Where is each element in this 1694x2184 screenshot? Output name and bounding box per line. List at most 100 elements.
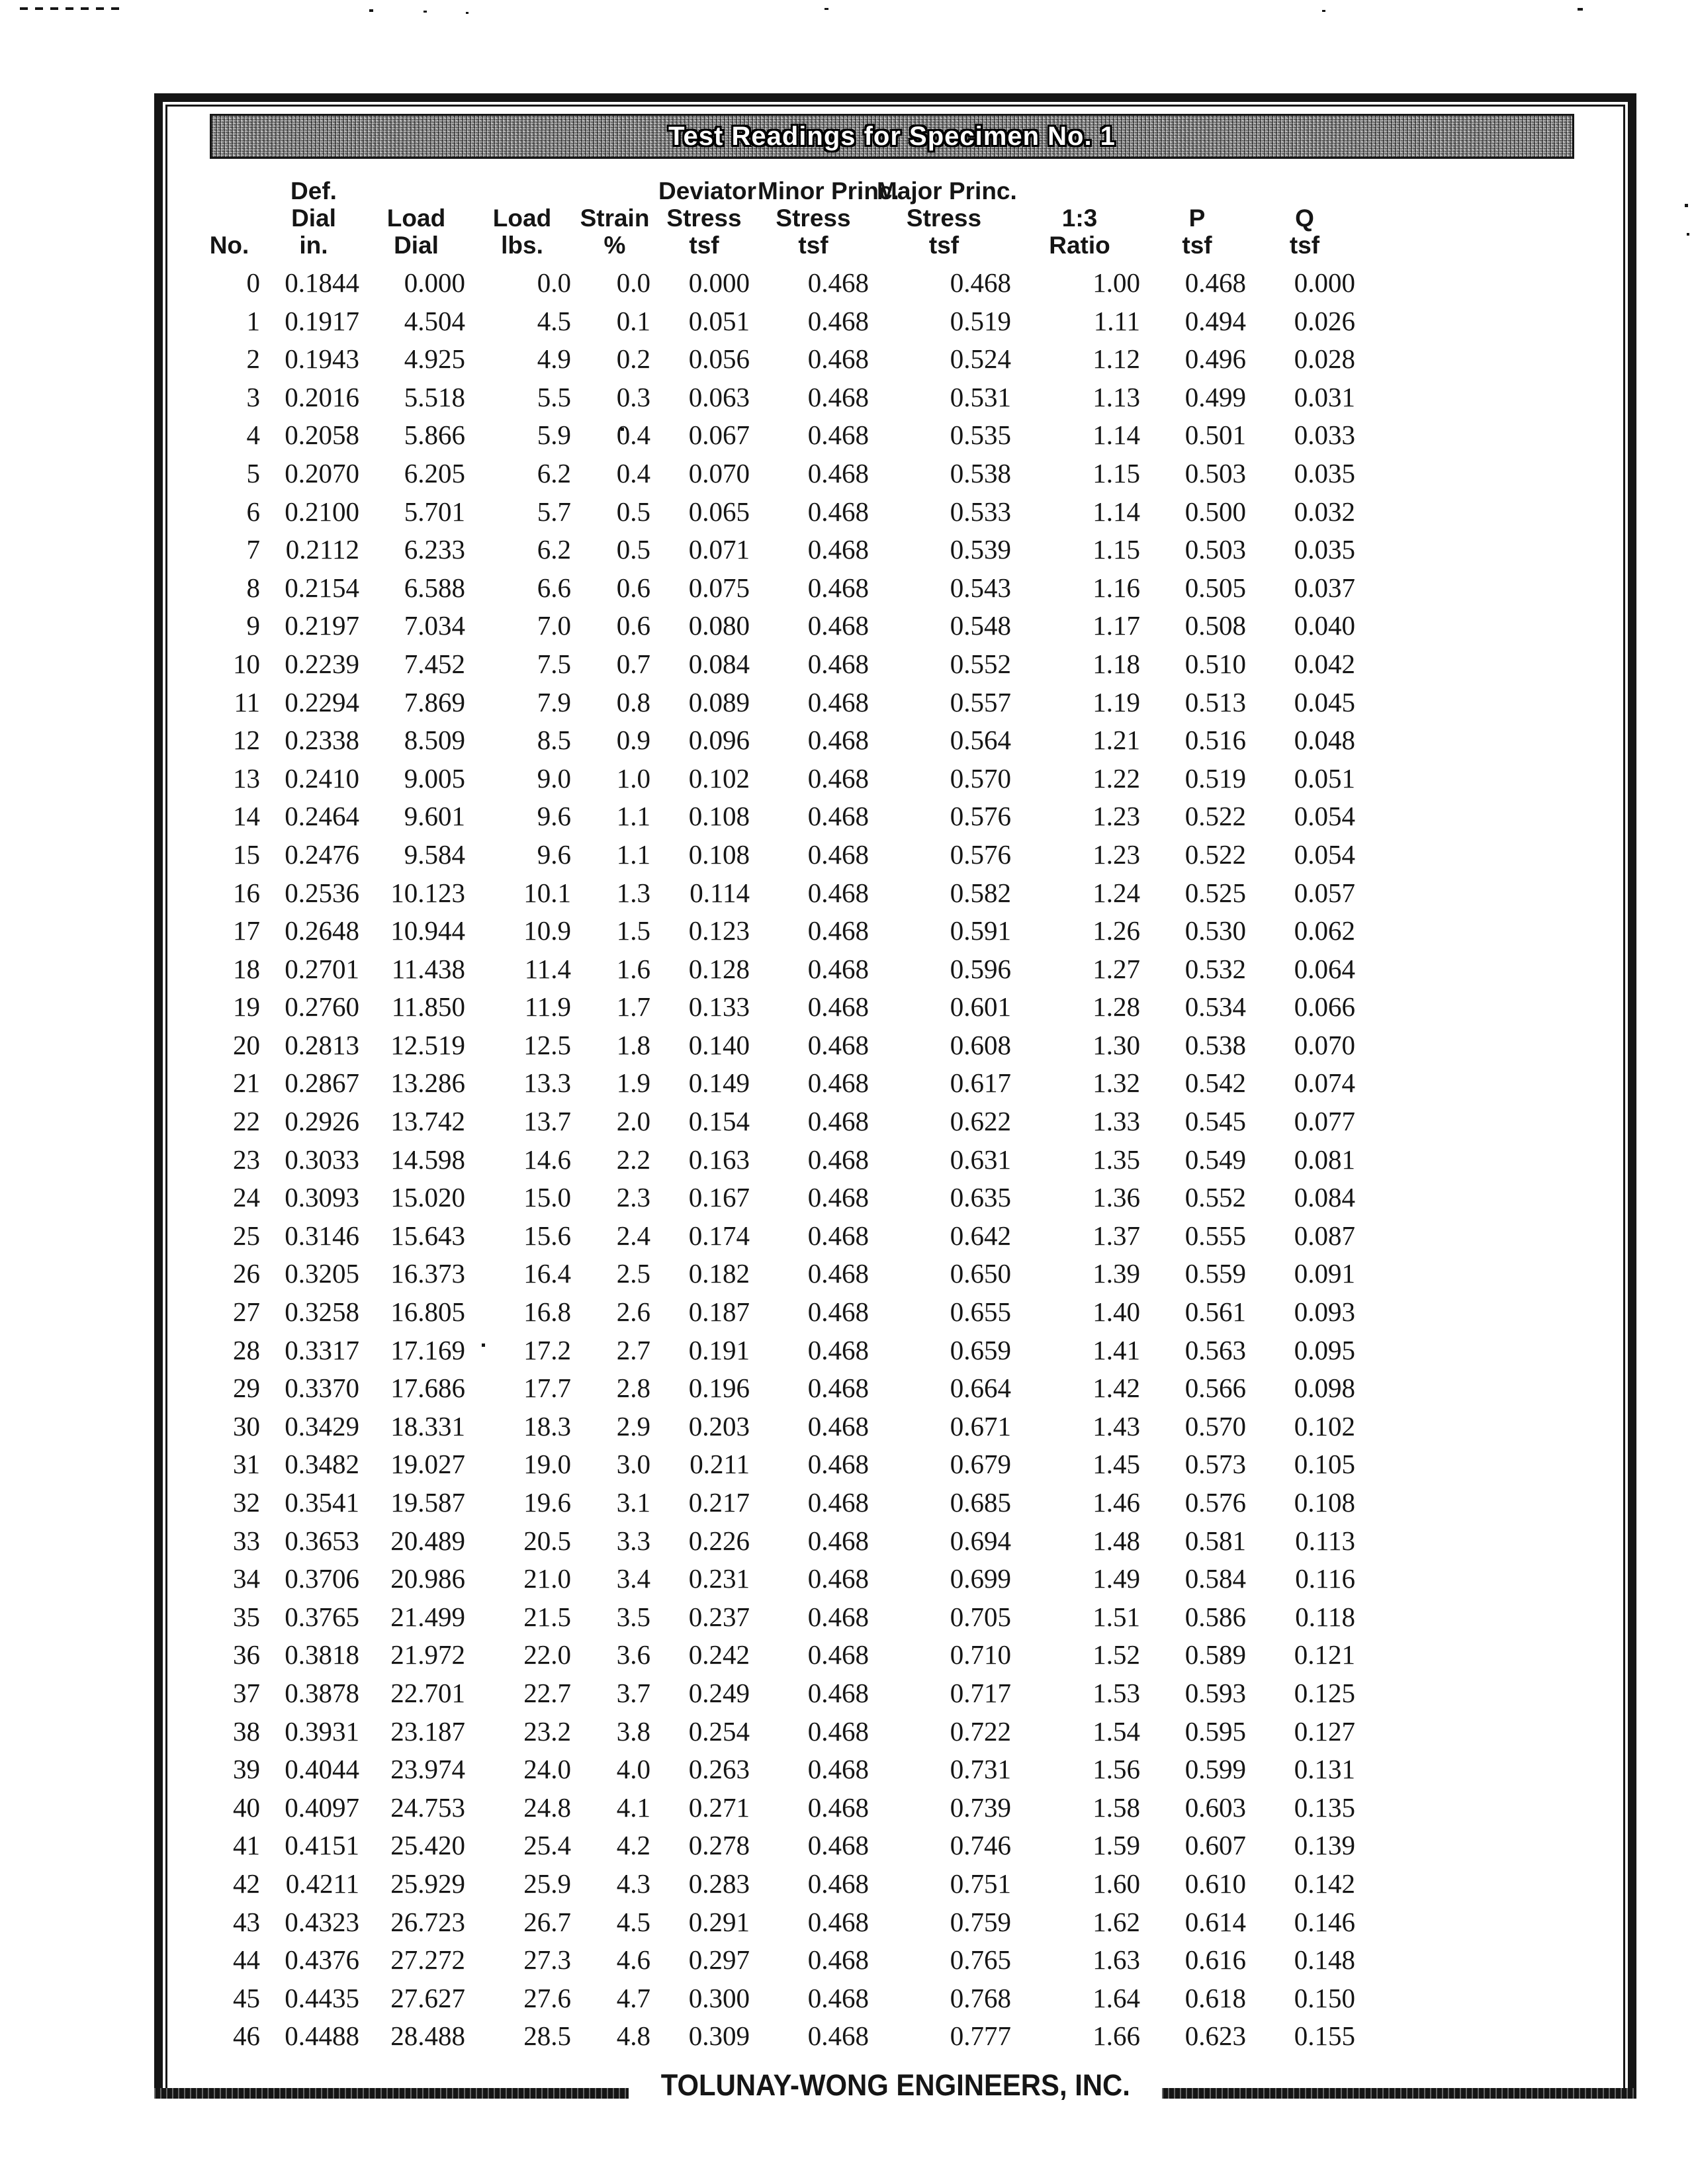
table-cell: 0.108 — [1294, 1487, 1355, 1518]
report-frame: Test Readings for Specimen No. 1 Def. Dev… — [154, 93, 1636, 2102]
table-cell: 0.586 — [1184, 1601, 1246, 1632]
table-cell: 5 — [246, 457, 261, 488]
table-cell: 10.9 — [523, 915, 571, 946]
table-cell: 0.468 — [807, 839, 869, 870]
table-cell: 1.43 — [1092, 1410, 1140, 1441]
column-header: 1:3 — [1061, 205, 1098, 232]
table-cell: 0.2410 — [285, 762, 359, 794]
table-cell: 2.3 — [616, 1182, 650, 1213]
table-cell: 24.8 — [523, 1792, 571, 1823]
table-cell: 0.468 — [807, 1639, 869, 1670]
table-cell: 1.1 — [616, 839, 650, 870]
table-cell: 0.031 — [1294, 381, 1355, 412]
table-cell: 19 — [233, 991, 260, 1023]
table-cell: 0.522 — [1184, 839, 1246, 870]
table-cell: 0.591 — [950, 915, 1011, 946]
table-cell: 7.5 — [537, 648, 571, 679]
table-cell: 0.655 — [950, 1297, 1011, 1328]
table-cell: 0.149 — [688, 1068, 750, 1099]
table-cell: 11 — [234, 686, 260, 717]
table-cell: 1.23 — [1092, 839, 1140, 870]
table-cell: 22.0 — [523, 1639, 571, 1670]
table-cell: 0.000 — [688, 267, 750, 298]
table-cell: 0.108 — [688, 839, 750, 870]
table-cell: 9.601 — [404, 801, 465, 832]
column-header — [367, 177, 473, 205]
table-cell: 0.297 — [688, 1944, 750, 1976]
table-row: 38 0.3931 23.187 23.2 3.8 0.254 0.468 0.722 1.54… — [199, 1713, 1363, 1751]
table-cell: 9.6 — [537, 801, 571, 832]
table-cell: 0.468 — [807, 1410, 869, 1441]
table-cell: 3.1 — [616, 1487, 650, 1518]
table-cell: 0.468 — [950, 267, 1011, 298]
table-row: 29 0.3370 17.686 17.7 2.8 0.196 0.468 0.664 1.42… — [199, 1369, 1363, 1408]
table-cell: 0.128 — [688, 953, 750, 984]
table-cell: 0.9 — [616, 725, 650, 756]
table-cell: 0.0 — [616, 267, 650, 298]
table-cell: 24 — [233, 1182, 260, 1213]
table-cell: 21 — [233, 1068, 260, 1099]
table-cell: 4.0 — [616, 1754, 650, 1785]
table-cell: 1.66 — [1092, 2021, 1140, 2052]
table-cell: 4.5 — [537, 305, 571, 336]
table-cell: 0.2058 — [285, 420, 359, 451]
table-row: 14 0.2464 9.601 9.6 1.1 0.108 0.468 0.576 1.23 0.… — [199, 797, 1363, 836]
table-cell: 0.739 — [950, 1792, 1011, 1823]
table-cell: 0.131 — [1294, 1754, 1355, 1785]
table-cell: 3.8 — [616, 1715, 650, 1747]
table-row: 28 0.3317 17.169 17.2 2.7 0.191 0.468 0.659 1.41… — [199, 1332, 1363, 1370]
table-cell: 0.765 — [950, 1944, 1011, 1976]
table-cell: 0.1917 — [285, 305, 359, 336]
table-cell: 11.850 — [391, 991, 465, 1023]
table-row: 37 0.3878 22.701 22.7 3.7 0.249 0.468 0.717 1.53… — [199, 1674, 1363, 1713]
table-cell: 0.051 — [1294, 762, 1355, 794]
table-cell: 0.3205 — [285, 1258, 359, 1289]
table-cell: 0.468 — [807, 267, 869, 298]
table-row: 27 0.3258 16.805 16.8 2.6 0.187 0.468 0.655 1.40… — [199, 1293, 1363, 1332]
scan-speck — [1578, 8, 1583, 11]
table-cell: 0.516 — [1184, 725, 1246, 756]
table-cell: 0.468 — [807, 1029, 869, 1060]
table-cell: 0.0 — [537, 267, 571, 298]
table-cell: 4.7 — [616, 1982, 650, 2013]
table-cell: 12 — [233, 725, 260, 756]
table-cell: 1.62 — [1092, 1906, 1140, 1937]
table-cell: 29 — [233, 1373, 260, 1404]
table-cell: 1.39 — [1092, 1258, 1140, 1289]
table-cell: 0.237 — [688, 1601, 750, 1632]
table-cell: 0.116 — [1295, 1563, 1355, 1594]
table-cell: 30 — [233, 1410, 260, 1441]
table-cell: 9.584 — [404, 839, 465, 870]
table-cell: 0.057 — [1294, 877, 1355, 908]
table-cell: 0.283 — [688, 1868, 750, 1899]
table-cell: 24.753 — [390, 1792, 465, 1823]
table-cell: 0.4097 — [285, 1792, 359, 1823]
table-cell: 0.561 — [1184, 1297, 1246, 1328]
table-cell: 0.496 — [1184, 343, 1246, 375]
table-cell: 0.118 — [1295, 1601, 1355, 1632]
table-cell: 0.519 — [1184, 762, 1246, 794]
table-cell: 0.026 — [1294, 305, 1355, 336]
table-cell: 18.3 — [523, 1410, 571, 1441]
table-cell: 0.155 — [1294, 2021, 1355, 2052]
table-cell: 0.2338 — [285, 725, 359, 756]
table-cell: 0.5 — [616, 534, 650, 565]
table-cell: 4.504 — [404, 305, 465, 336]
table-cell: 6.2 — [537, 534, 571, 565]
table-cell: 20.489 — [390, 1525, 465, 1556]
table-cell: 0.593 — [1184, 1677, 1246, 1708]
table-cell: 4.5 — [616, 1906, 650, 1937]
table-cell: 1.30 — [1092, 1029, 1140, 1060]
table-cell: 0.468 — [807, 1106, 869, 1137]
table-cell: 25.420 — [390, 1830, 465, 1861]
table-cell: 9.6 — [537, 839, 571, 870]
table-row: 25 0.3146 15.643 15.6 2.4 0.174 0.468 0.642 1.37… — [199, 1217, 1363, 1255]
column-header — [579, 177, 658, 205]
table-cell: 0.508 — [1184, 610, 1246, 641]
table-cell: 19.587 — [390, 1487, 465, 1518]
column-header — [473, 177, 579, 205]
table-row: 36 0.3818 21.972 22.0 3.6 0.242 0.468 0.710 1.52… — [199, 1636, 1363, 1674]
table-cell: 1.7 — [616, 991, 650, 1023]
table-cell: 1.58 — [1092, 1792, 1140, 1823]
table-cell: 0.570 — [1184, 1410, 1246, 1441]
